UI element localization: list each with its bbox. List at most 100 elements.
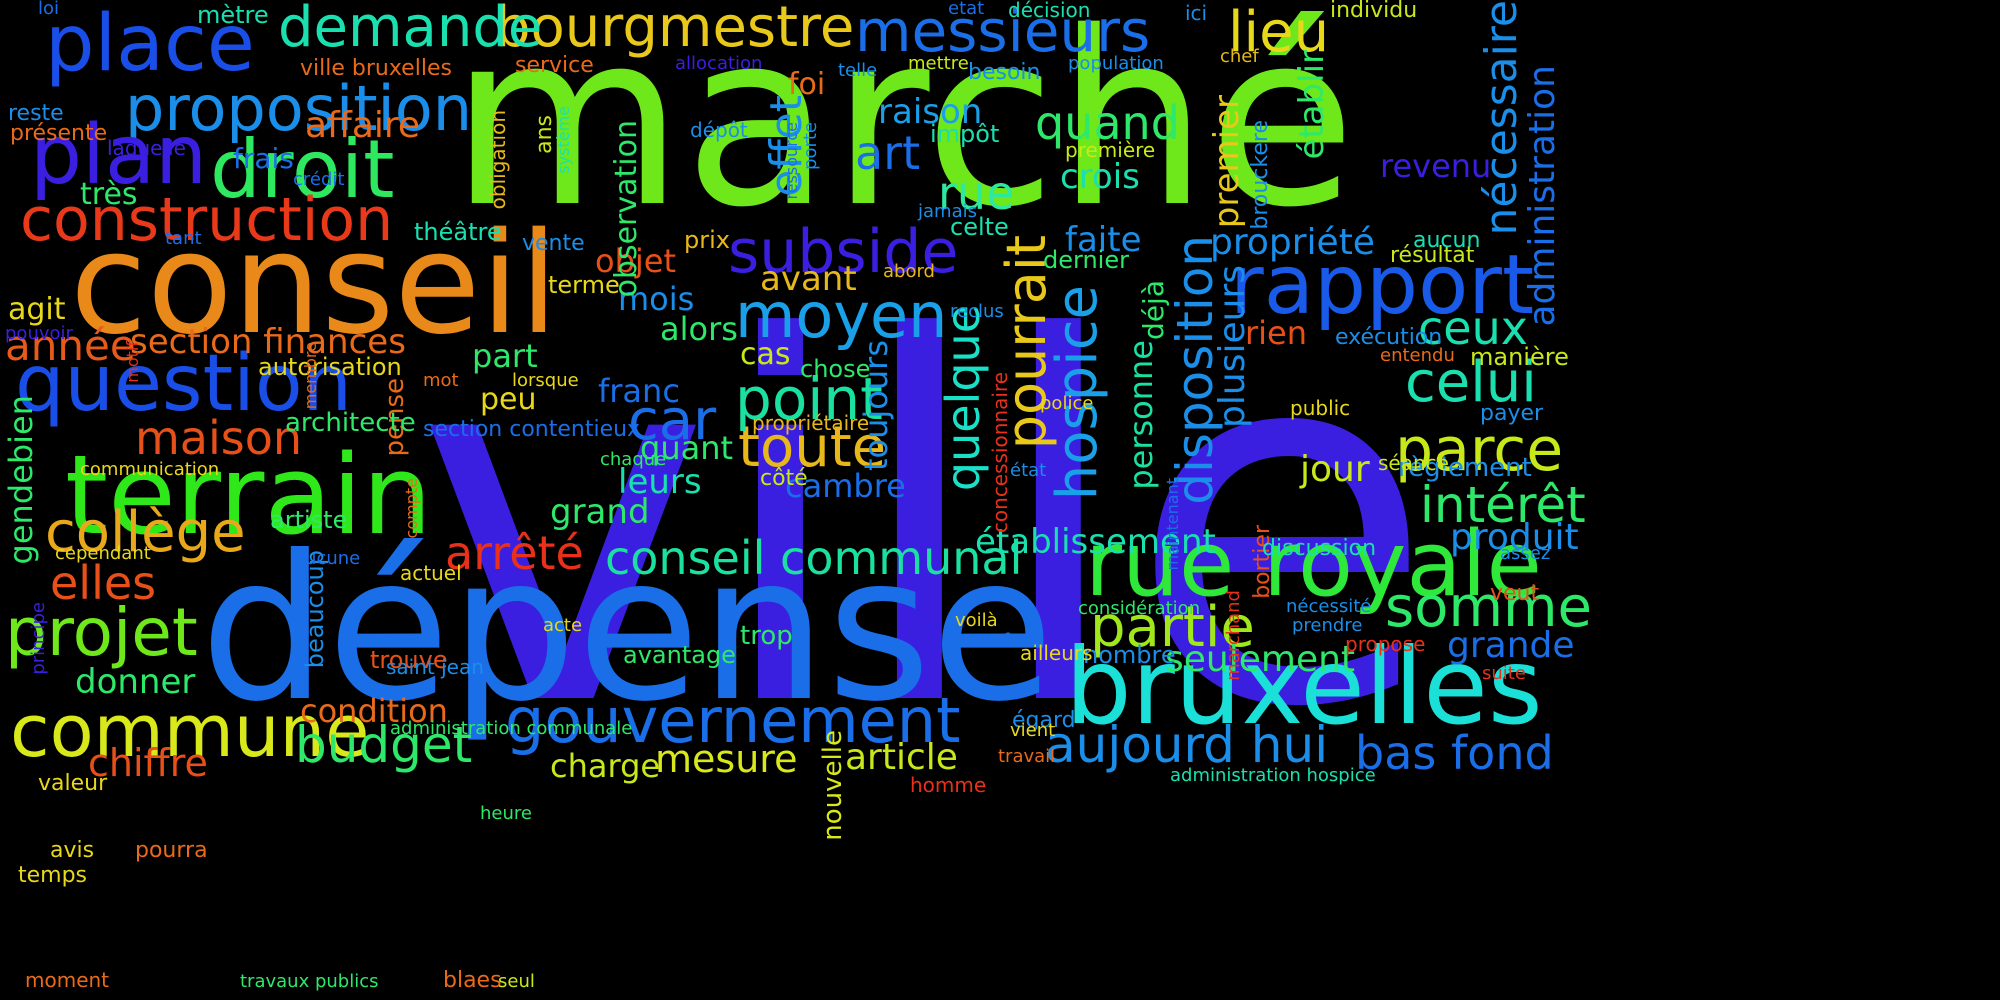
word-administration: administration	[1522, 65, 1563, 327]
word-établissement: établissement	[975, 522, 1216, 562]
word-bas-fond: bas fond	[1355, 726, 1554, 780]
word-manière: manière	[1470, 343, 1569, 371]
word-égard: égard	[1012, 708, 1076, 733]
word-veut: veut	[1490, 581, 1540, 606]
word-très: très	[80, 177, 138, 212]
word-temps: temps	[18, 863, 88, 888]
word-assez: assez	[1500, 543, 1551, 564]
word-prendre: prendre	[1292, 615, 1363, 636]
word-discussion: discussion	[1262, 536, 1377, 561]
word-blaes: blaes	[443, 968, 502, 993]
word-avant: avant	[760, 259, 857, 299]
word-construction: construction	[20, 185, 394, 255]
word-administration-communale: administration communale	[390, 718, 633, 739]
word-conseil-communal: conseil communal	[605, 531, 1023, 585]
word-mètre: mètre	[197, 1, 269, 29]
word-bourgmestre: bourgmestre	[495, 0, 855, 60]
word-individu: individu	[1330, 0, 1418, 23]
word-artiste: artiste	[270, 506, 348, 534]
word-bruxelles: bruxelles	[1065, 626, 1543, 748]
word-commune: commune	[10, 689, 370, 773]
word-présente: présente	[10, 121, 108, 146]
word-alors: alors	[660, 310, 738, 348]
word-année: année	[5, 321, 136, 370]
word-population: population	[1068, 53, 1164, 74]
word-art: art	[855, 126, 921, 180]
word-gouvernement: gouvernement	[505, 684, 961, 757]
word-nécessaire: nécessaire	[1476, 0, 1527, 236]
word-ville-bruxelles: ville bruxelles	[300, 56, 452, 81]
word-chef: chef	[1220, 46, 1259, 67]
word-service: service	[515, 53, 594, 78]
word-terme: terme	[548, 271, 620, 299]
word-celte: celte	[950, 213, 1009, 241]
word-donner: donner	[75, 662, 196, 702]
word-maison: maison	[135, 411, 303, 465]
word-marchand: marchand	[1223, 590, 1244, 681]
word-toute: toute	[738, 415, 887, 480]
word-système: système	[554, 106, 573, 174]
word-section-contentieux: section contentieux	[423, 417, 641, 442]
word-acte: acte	[543, 615, 583, 636]
word-travaux-publics: travaux publics	[240, 971, 379, 992]
word-leurs: leurs	[618, 462, 702, 502]
word-séance: séance	[1378, 451, 1449, 475]
word-lieu: lieu	[1228, 0, 1330, 65]
word-travail: travail	[998, 746, 1056, 767]
word-condition: condition	[300, 692, 448, 730]
word-concessionnaire: concessionnaire	[988, 372, 1012, 534]
word-droit: droit	[210, 123, 395, 216]
word-ans: ans	[532, 115, 557, 154]
word-projet: projet	[5, 594, 198, 671]
word-jamais: jamais	[918, 201, 977, 222]
word-cas: cas	[740, 337, 791, 372]
word-quand: quand	[1035, 96, 1180, 150]
word-section-finances: section finances	[130, 322, 406, 362]
word-propriétaire: propriétaire	[752, 411, 870, 435]
word-article: article	[845, 737, 958, 778]
word-rue: rue	[938, 166, 1015, 220]
word-loi: loi	[38, 0, 60, 19]
word-ailleurs: ailleurs	[1020, 641, 1093, 665]
word-besoin: besoin	[968, 60, 1041, 85]
word-rue-royale: rue royale	[1085, 512, 1542, 617]
word-état: état	[1010, 460, 1047, 481]
word-maintenant: maintenant	[1163, 478, 1182, 571]
word-principe: principe	[28, 602, 49, 675]
word-premier: premier	[1207, 95, 1247, 229]
word-ville: ville	[415, 234, 1436, 816]
word-cambre: cambre	[785, 467, 906, 505]
word-messieurs: messieurs	[855, 0, 1151, 65]
word-entendu: entendu	[1380, 345, 1455, 366]
word-partie: partie	[1090, 595, 1255, 660]
word-aucun: aucun	[1413, 228, 1481, 253]
word-pourra: pourra	[135, 838, 208, 863]
word-police: police	[1040, 393, 1094, 414]
word-heure: heure	[480, 803, 532, 824]
word-dernier: dernier	[1043, 246, 1129, 274]
word-revenu: revenu	[1380, 147, 1492, 185]
word-agit: agit	[8, 292, 66, 327]
word-considération: considération	[1078, 598, 1201, 619]
word-autorisation: autorisation	[258, 353, 402, 381]
word-etat: etat	[948, 0, 985, 19]
word-produit: produit	[1450, 517, 1579, 558]
word-cependant: cependant	[55, 543, 151, 564]
word-part: part	[472, 337, 538, 375]
word-proposition: proposition	[125, 72, 472, 145]
word-somme: somme	[1385, 575, 1592, 640]
word-conseil: conseil	[70, 203, 559, 366]
word-dépôt: dépôt	[690, 118, 748, 142]
word-prix: prix	[684, 226, 730, 254]
word-homme: homme	[910, 773, 987, 797]
word-nécessité: nécessité	[1286, 596, 1372, 617]
word-affaire: affaire	[305, 105, 421, 146]
word-motif: motif	[123, 341, 142, 383]
word-place: place	[45, 0, 255, 89]
word-elles: elles	[50, 556, 157, 610]
word-lorsque: lorsque	[512, 370, 579, 391]
word-décision: décision	[1008, 0, 1091, 22]
word-mois: mois	[618, 280, 695, 318]
word-compte: compte	[402, 478, 421, 539]
word-plan: plan	[30, 108, 208, 203]
